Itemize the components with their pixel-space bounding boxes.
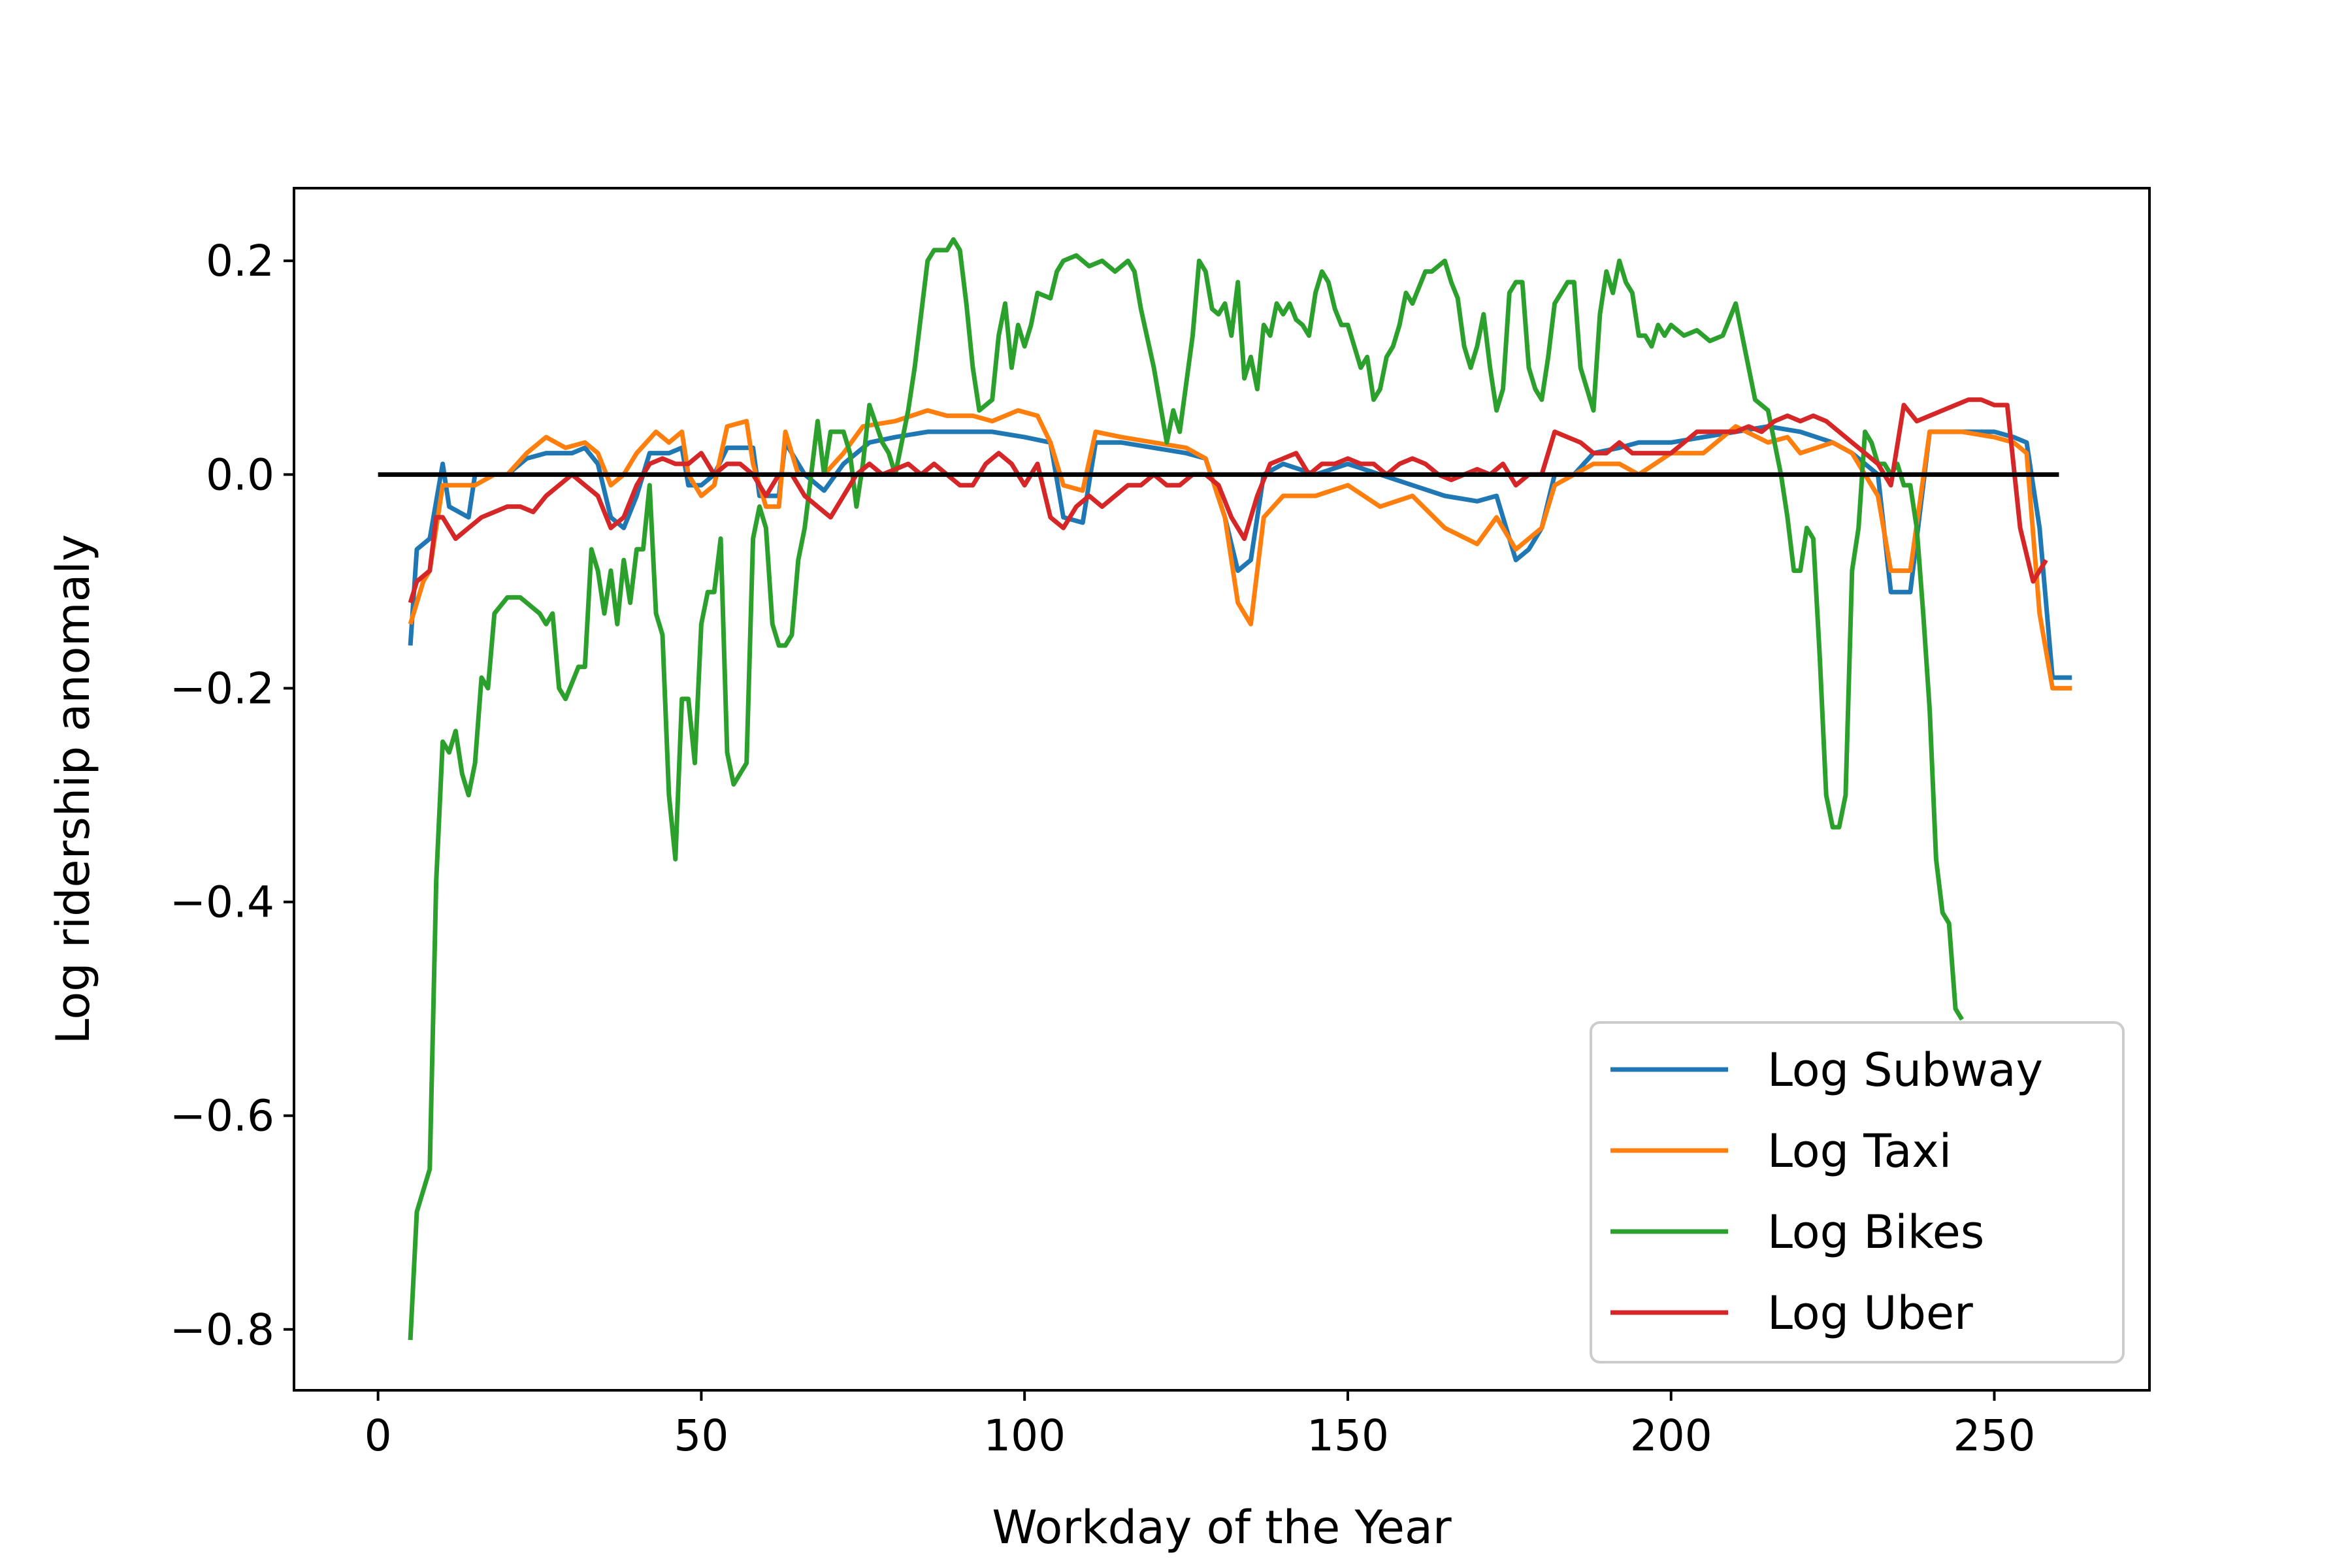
y-axis: −0.8 −0.6 −0.4 −0.2 0.0 0.2 (170, 236, 294, 1355)
series-line-log-subway (408, 424, 2072, 680)
y-tick-label: 0.2 (206, 236, 274, 286)
x-tick-label: 50 (674, 1411, 728, 1461)
legend-frame (1590, 1021, 2125, 1364)
y-tick-label: −0.2 (170, 663, 274, 713)
x-tick-label: 0 (365, 1411, 392, 1461)
legend-label-log-bikes: Log Bikes (1767, 1205, 1984, 1259)
x-axis: 0 50 100 150 200 250 (365, 1390, 2036, 1461)
x-axis-label: Workday of the Year (992, 1501, 1452, 1554)
series-layer (408, 237, 2072, 1341)
y-tick-label: −0.8 (170, 1305, 274, 1355)
legend-label-log-taxi: Log Taxi (1767, 1124, 1952, 1178)
y-tick-label: 0.0 (206, 449, 274, 500)
legend-label-log-subway: Log Subway (1767, 1043, 2043, 1097)
series-line-log-uber (408, 397, 2048, 604)
plot-frame (293, 187, 2151, 1392)
legend-label-log-uber: Log Uber (1767, 1286, 1973, 1340)
y-tick-label: −0.6 (170, 1091, 274, 1141)
series-line-log-bikes (408, 237, 1964, 1341)
y-tick-label: −0.4 (170, 877, 274, 928)
legend: Log Subway Log Taxi Log Bikes Log Uber (1590, 1021, 2125, 1364)
x-tick-label: 100 (983, 1411, 1066, 1461)
x-tick-label: 150 (1307, 1411, 1389, 1461)
x-tick-label: 250 (1953, 1411, 2036, 1461)
y-axis-label: Log ridership anomaly (46, 534, 100, 1045)
x-tick-label: 200 (1630, 1411, 1712, 1461)
